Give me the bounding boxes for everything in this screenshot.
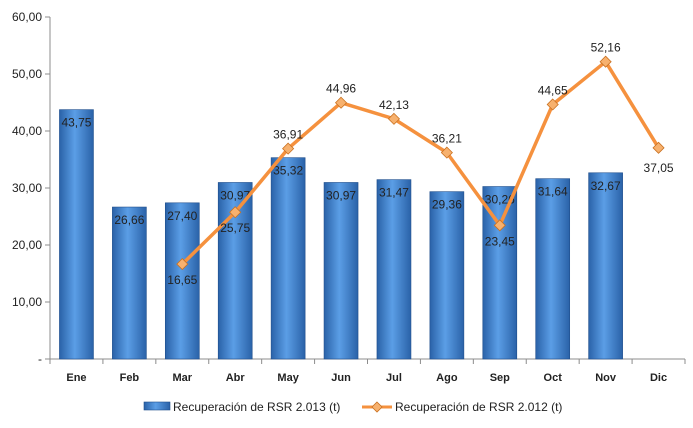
bar-series (59, 109, 623, 360)
bar-feb (112, 206, 147, 360)
line-data-label: 16,65 (167, 273, 197, 287)
line-path (181, 59, 661, 266)
bar-data-label: 26,66 (114, 213, 144, 227)
bar-nov (588, 172, 623, 360)
bar-data-label: 35,32 (273, 164, 303, 178)
line-data-label: 36,21 (432, 132, 462, 146)
y-tick-label: 20,00 (12, 238, 42, 252)
x-axis: Ene Feb Mar Abr May Jun Jul Ago Sep Oct Nov Dic (49, 358, 686, 384)
legend-swatch-bar (143, 401, 171, 411)
y-tick-label: - (38, 352, 42, 366)
line-marker-nov (599, 55, 612, 68)
x-tick-label: Feb (120, 372, 140, 384)
x-tick-label: Nov (595, 372, 617, 384)
bar-may (270, 157, 306, 360)
x-tick-label: Sep (490, 372, 510, 384)
line-marker-jul (387, 112, 401, 125)
line-series (176, 55, 665, 271)
line-data-label: 52,16 (591, 41, 621, 55)
line-marker-jun (334, 96, 348, 109)
line-marker-ago (440, 146, 453, 159)
line-data-label: 44,65 (538, 83, 568, 97)
x-tick-label: Ago (436, 372, 458, 384)
bar-data-label: 27,40 (167, 209, 197, 223)
bar-data-label: 30,97 (220, 188, 250, 202)
line-data-label: 23,45 (485, 234, 515, 248)
legend-swatch-marker (371, 401, 383, 413)
line-marker-sep (493, 219, 506, 232)
x-tick-label: Ene (66, 372, 86, 384)
y-tick-label: 50,00 (12, 67, 42, 81)
line-data-label: 36,91 (273, 128, 303, 142)
line-marker-mar (176, 258, 189, 271)
bar-data-label: 30,26 (485, 193, 515, 207)
line-marker-oct (546, 98, 559, 111)
y-tick-label: 40,00 (12, 124, 42, 138)
y-axis: - 10,00 20,00 30,00 40,00 50,00 60,00 (12, 10, 51, 366)
x-tick-label: Mar (173, 372, 193, 384)
legend: Recuperación de RSR 2.013 (t) Recuperació… (143, 400, 562, 414)
bar-sep (482, 186, 518, 360)
x-tick-label: Jun (331, 372, 351, 384)
line-marker-may (282, 142, 295, 155)
bar-ene (59, 109, 94, 360)
legend-label-2012: Recuperación de RSR 2.012 (t) (395, 400, 562, 414)
bar-data-label: 32,67 (591, 179, 621, 193)
bar-oct (535, 178, 571, 360)
bar-data-label: 30,97 (326, 188, 356, 202)
bar-jul (376, 179, 412, 360)
bar-data-label: 29,36 (432, 198, 462, 212)
bar-jun (323, 182, 359, 360)
x-tick-label: May (277, 372, 299, 384)
bar-data-label: 31,47 (379, 186, 409, 200)
bar-data-label: 31,64 (538, 185, 568, 199)
x-tick-label: Jul (386, 372, 402, 384)
bar-mar (164, 202, 200, 360)
line-marker-dic (652, 141, 665, 154)
line-marker-abr (229, 206, 242, 219)
line-data-label: 44,96 (326, 82, 356, 96)
y-tick-label: 60,00 (12, 10, 42, 24)
line-data-label: 42,13 (379, 98, 409, 112)
legend-label-2013: Recuperación de RSR 2.013 (t) (173, 400, 340, 414)
line-data-label: 25,75 (220, 221, 250, 235)
y-tick-label: 30,00 (12, 181, 42, 195)
bar-data-label: 43,75 (61, 116, 91, 130)
bar-data-labels: 43,75 26,66 27,40 30,97 35,32 30,97 31,47 29,36… (61, 116, 621, 227)
bar-ago (429, 191, 465, 360)
x-tick-label: Oct (544, 372, 563, 384)
y-tick-label: 10,00 (12, 295, 42, 309)
line-data-labels: 16,65 25,75 36,91 44,96 42,13 36,21 23,45 44,65… (167, 41, 674, 287)
x-tick-label: Dic (650, 372, 667, 384)
line-data-label: 37,05 (644, 161, 674, 175)
x-tick-label: Abr (226, 372, 246, 384)
